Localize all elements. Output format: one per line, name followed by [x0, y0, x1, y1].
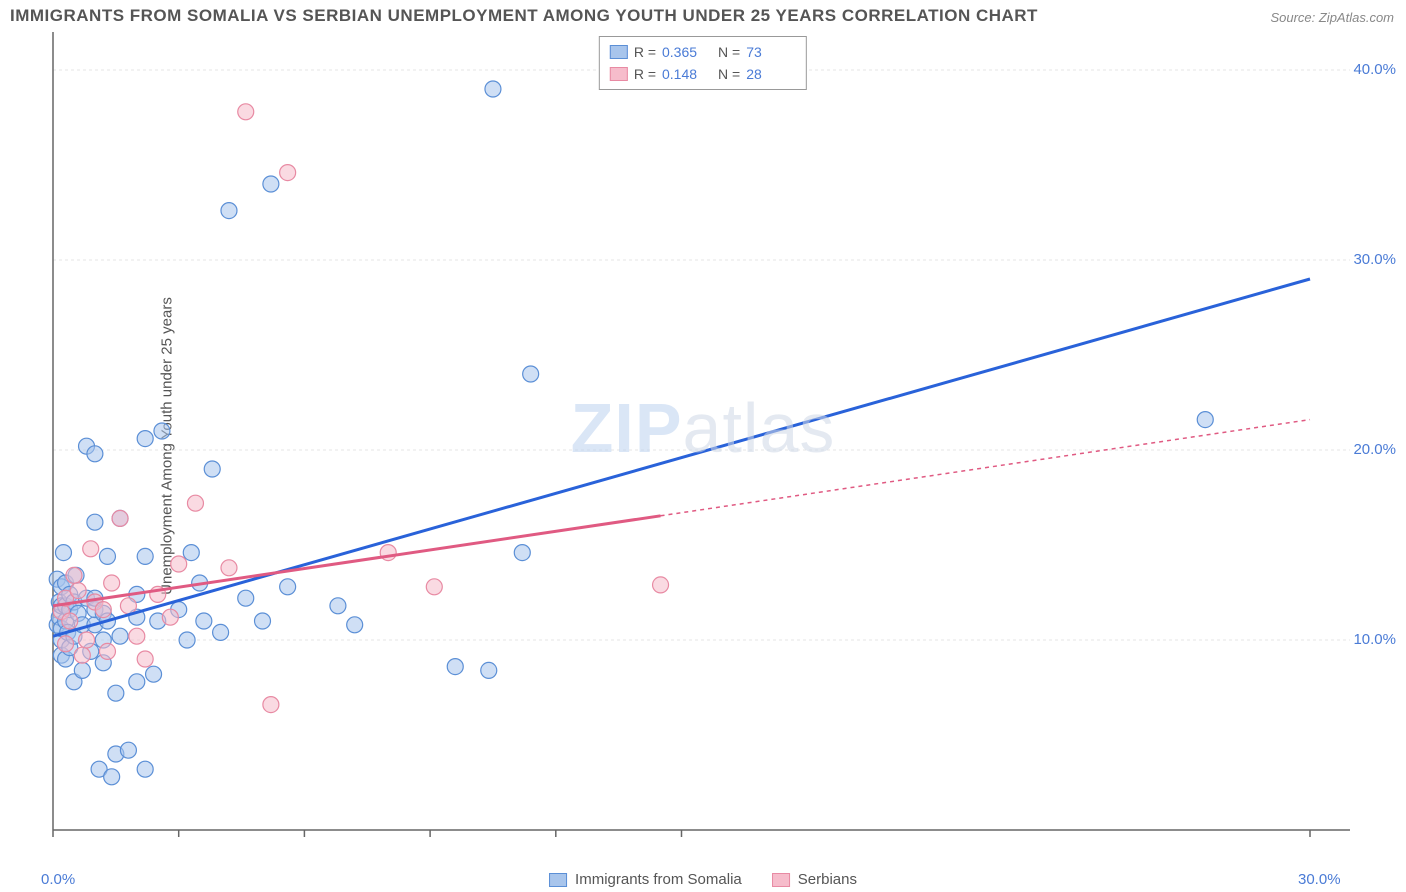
- legend-swatch: [772, 873, 790, 887]
- n-label: N =: [718, 63, 740, 85]
- legend-item: Serbians: [772, 871, 857, 888]
- ytick-label: 20.0%: [1353, 441, 1396, 458]
- r-label: R =: [634, 41, 656, 63]
- legend-swatch: [610, 67, 628, 81]
- r-value: 0.365: [662, 41, 712, 63]
- legend-stats-row: R = 0.148 N = 28: [610, 63, 796, 85]
- legend-item: Immigrants from Somalia: [549, 871, 742, 888]
- legend-series: Immigrants from Somalia Serbians: [549, 871, 857, 888]
- r-value: 0.148: [662, 63, 712, 85]
- n-value: 28: [746, 63, 796, 85]
- xtick-label: 0.0%: [41, 871, 75, 888]
- legend-label: Immigrants from Somalia: [575, 871, 742, 888]
- correlation-chart: IMMIGRANTS FROM SOMALIA VS SERBIAN UNEMP…: [0, 0, 1406, 892]
- legend-swatch: [610, 45, 628, 59]
- n-value: 73: [746, 41, 796, 63]
- legend-label: Serbians: [798, 871, 857, 888]
- r-label: R =: [634, 63, 656, 85]
- legend-stats: R = 0.365 N = 73 R = 0.148 N = 28: [599, 36, 807, 90]
- xtick-label: 30.0%: [1298, 871, 1341, 888]
- chart-svg: [0, 0, 1406, 892]
- legend-swatch: [549, 873, 567, 887]
- ytick-label: 10.0%: [1353, 631, 1396, 648]
- ytick-label: 30.0%: [1353, 251, 1396, 268]
- ytick-label: 40.0%: [1353, 61, 1396, 78]
- n-label: N =: [718, 41, 740, 63]
- legend-stats-row: R = 0.365 N = 73: [610, 41, 796, 63]
